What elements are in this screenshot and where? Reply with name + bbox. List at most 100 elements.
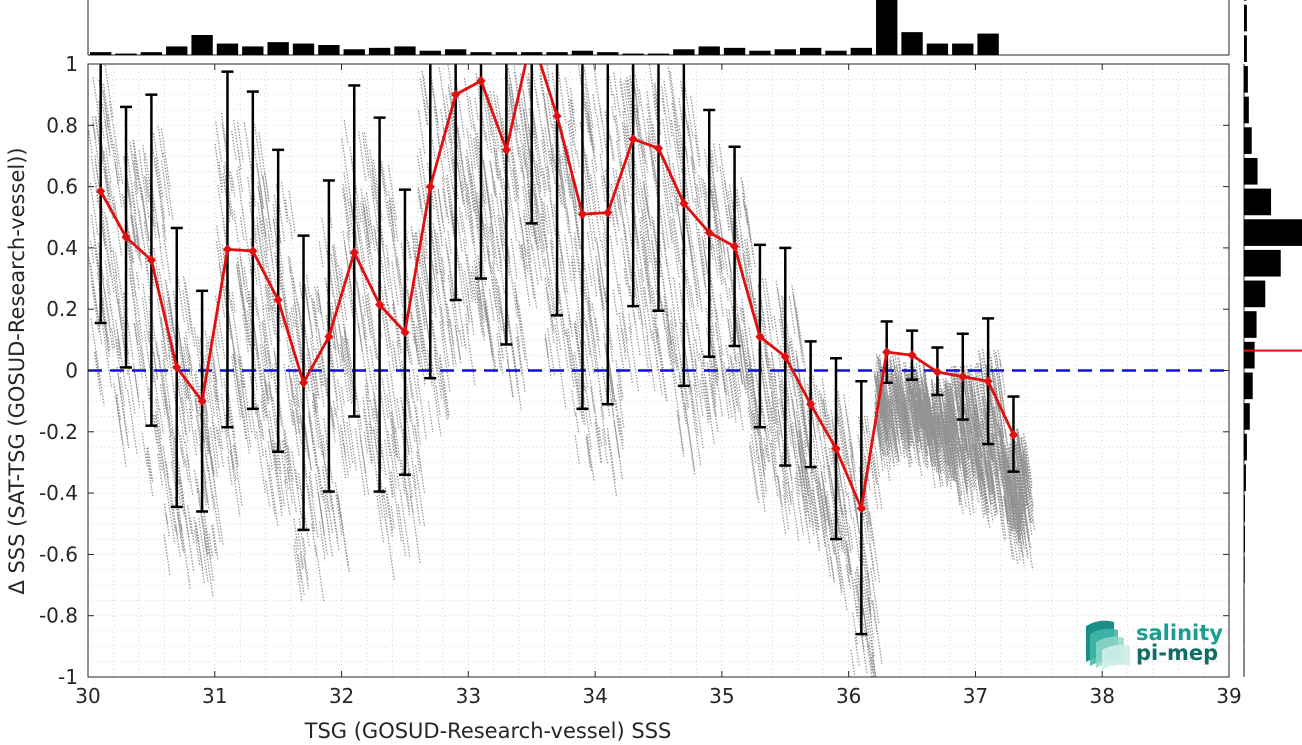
top-hist-bar (698, 46, 720, 55)
top-hist-bar (850, 47, 873, 55)
mean-point (324, 331, 334, 342)
right-hist-bar (1244, 495, 1245, 522)
wave-logo-icon (1086, 620, 1130, 670)
top-hist-bar (470, 52, 492, 55)
right-hist-bar (1244, 280, 1266, 308)
top-hist-bar (647, 53, 670, 55)
right-hist-bar (1244, 341, 1255, 369)
mean-point (476, 75, 486, 86)
mean-point (780, 351, 790, 362)
y-tick-label: 1 (65, 52, 78, 76)
top-hist-bar (394, 46, 416, 55)
mean-point (679, 198, 689, 209)
right-hist-bar (1244, 249, 1281, 277)
x-tick-label: 34 (582, 684, 607, 708)
x-tick-label: 35 (709, 684, 734, 708)
right-hist-bar (1244, 4, 1247, 32)
mean-point (197, 396, 207, 407)
mean-point (755, 331, 765, 342)
y-tick-label: 0 (65, 359, 78, 383)
top-hist-bar (140, 52, 163, 55)
top-hist-bar (191, 35, 213, 55)
mean-point (273, 295, 283, 306)
top-hist-bar (597, 52, 619, 55)
y-tick-label: 0.6 (46, 175, 78, 199)
right-hist-bar (1244, 219, 1302, 246)
x-tick-label: 39 (1216, 684, 1241, 708)
top-hist-bar (343, 49, 365, 55)
y-tick-label: -0.4 (39, 481, 78, 505)
top-hist-bar (495, 52, 518, 55)
top-hist-bar (901, 32, 923, 55)
mean-point (628, 134, 638, 145)
mean-point (806, 399, 816, 410)
x-tick-label: 32 (329, 684, 354, 708)
top-hist-bar (318, 45, 340, 55)
x-axis-ticks: 30 31 32 33 34 35 36 37 38 39 (75, 64, 1242, 708)
top-hist-bar (723, 47, 746, 55)
top-hist-bar (267, 42, 289, 55)
mean-point (907, 350, 917, 361)
right-hist-bar (1244, 127, 1252, 154)
mean-point (730, 241, 740, 252)
x-tick-label: 37 (963, 684, 988, 708)
mean-point (222, 244, 232, 255)
right-hist-bar (1244, 525, 1245, 553)
mean-point (425, 181, 435, 192)
mean-point (501, 144, 511, 155)
x-tick-label: 30 (75, 684, 100, 708)
top-hist-bar (546, 52, 568, 55)
right-hist-bar (1244, 188, 1272, 216)
top-hist-bar (419, 50, 441, 55)
mean-point (958, 371, 968, 382)
right-hist-bar (1244, 403, 1250, 430)
top-hist-bar (115, 53, 137, 55)
top-hist-bar (749, 50, 771, 55)
y-tick-label: -0.6 (39, 542, 78, 566)
y-tick-label: 0.8 (46, 113, 78, 137)
mean-point (882, 347, 892, 358)
right-hist-bar (1244, 35, 1247, 62)
mean-point (349, 247, 359, 258)
mean-point (248, 245, 258, 256)
x-tick-label: 31 (202, 684, 227, 708)
y-axis-label: Δ SSS (SAT-TSG (GOSUD-Research-vessel)) (5, 147, 29, 594)
mean-point (831, 443, 841, 454)
y-tick-label: -0.2 (39, 420, 78, 444)
mean-point (552, 111, 562, 122)
mean-point (603, 207, 613, 218)
x-tick-label: 38 (1089, 684, 1114, 708)
logo-line2: pi-mep (1136, 641, 1218, 665)
right-hist-bar (1244, 0, 1247, 1)
salinity-pi-mep-logo: salinity pi-mep (1086, 620, 1223, 670)
mean-point (856, 503, 866, 514)
y-tick-label: 0.2 (46, 297, 78, 321)
scatter-cloud (88, 64, 1036, 677)
right-hist-bar (1244, 556, 1245, 584)
mean-point (375, 299, 385, 310)
top-hist-bar (521, 52, 543, 55)
mean-point (577, 209, 587, 220)
mean-point (1008, 429, 1018, 440)
top-hist-bar (774, 49, 796, 55)
right-hist-bar (1244, 157, 1258, 185)
mean-point (654, 143, 663, 154)
mean-point (96, 186, 106, 197)
mean-point (932, 367, 942, 378)
top-hist-bar (368, 47, 391, 55)
top-hist-bar (242, 46, 264, 55)
x-tick-label: 36 (836, 684, 861, 708)
mean-line (96, 64, 1018, 514)
top-hist-bar (977, 33, 999, 55)
top-hist-bar (216, 43, 239, 55)
top-hist-bar (673, 49, 695, 55)
mean-point (146, 255, 156, 266)
y-tick-label: 0.4 (46, 236, 78, 260)
right-hist-bar (1244, 372, 1253, 400)
top-hist-bar (926, 43, 949, 55)
top-hist-bar (952, 43, 974, 55)
x-axis-label: TSG (GOSUD-Research-vessel) SSS (304, 719, 672, 743)
right-hist-bar (1244, 96, 1249, 124)
top-hist-bar (292, 43, 315, 55)
y-axis-ticks: -1 -0.8 -0.6 -0.4 -0.2 0 0.2 0.4 0.6 0.8 1 (39, 52, 1229, 689)
